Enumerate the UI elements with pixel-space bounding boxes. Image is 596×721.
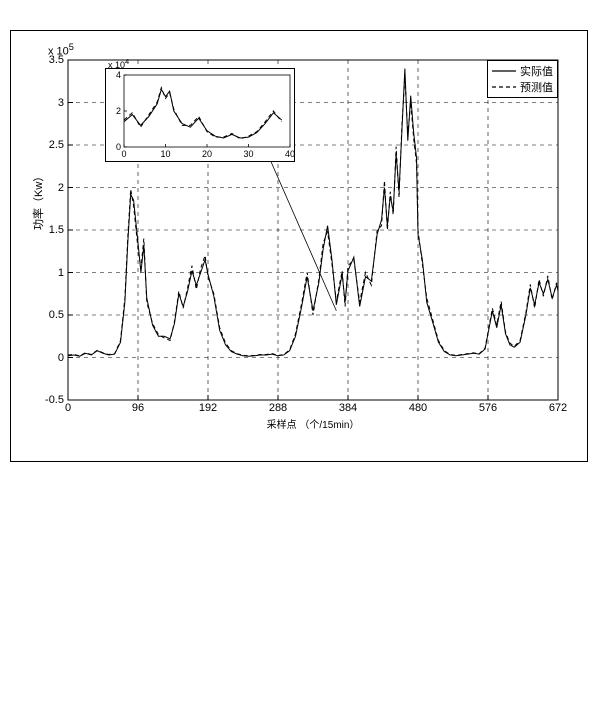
y-tick-label: 3 — [58, 97, 64, 109]
inset-plot-svg: 024010203040 — [106, 69, 294, 161]
y-axis-label: 功率（Kw） — [30, 171, 46, 230]
y-tick-label: 0.5 — [49, 309, 64, 321]
legend-label-predicted: 预测值 — [520, 79, 553, 95]
x-tick-label: 96 — [132, 402, 144, 414]
x-tick-label: 384 — [339, 402, 357, 414]
main-chart: x 105 实际值 预测值 x 104 024010203040 采样点 （个/… — [68, 60, 558, 400]
x-axis-label: 采样点 （个/15min） — [267, 416, 360, 431]
x-tick-label: 480 — [409, 402, 427, 414]
y-tick-label: 2.5 — [49, 139, 64, 151]
legend-item-actual: 实际值 — [492, 63, 553, 79]
svg-text:30: 30 — [243, 149, 253, 159]
svg-text:2: 2 — [116, 106, 121, 116]
svg-text:20: 20 — [202, 149, 212, 159]
inset-chart: x 104 024010203040 — [105, 68, 295, 162]
x-tick-label: 192 — [199, 402, 217, 414]
y-tick-label: 3.5 — [49, 54, 64, 66]
svg-text:10: 10 — [160, 149, 170, 159]
x-tick-label: 672 — [549, 402, 567, 414]
svg-text:0: 0 — [121, 149, 126, 159]
legend-swatch-actual — [492, 66, 516, 76]
y-tick-label: 0 — [58, 352, 64, 364]
legend-swatch-predicted — [492, 82, 516, 92]
x-tick-label: 576 — [479, 402, 497, 414]
svg-text:4: 4 — [116, 70, 121, 80]
y-tick-label: 1.5 — [49, 224, 64, 236]
legend-item-predicted: 预测值 — [492, 79, 553, 95]
figure-container: x 105 实际值 预测值 x 104 024010203040 采样点 （个/… — [0, 0, 596, 721]
exp-power: 5 — [69, 42, 74, 52]
y-tick-label: 2 — [58, 182, 64, 194]
legend: 实际值 预测值 — [487, 60, 558, 98]
svg-text:40: 40 — [285, 149, 295, 159]
x-tick-label: 288 — [269, 402, 287, 414]
svg-text:0: 0 — [116, 142, 121, 152]
x-tick-label: 0 — [65, 402, 71, 414]
legend-label-actual: 实际值 — [520, 63, 553, 79]
y-tick-label: -0.5 — [45, 394, 64, 406]
y-tick-label: 1 — [58, 267, 64, 279]
